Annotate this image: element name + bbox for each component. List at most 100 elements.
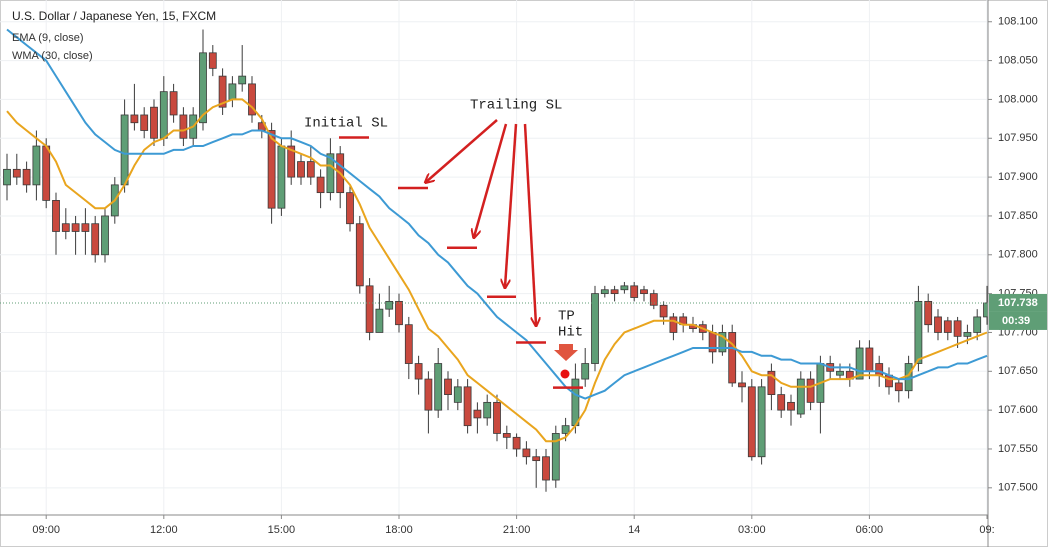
candle-body [316,176,325,194]
candle-body [836,370,844,376]
candle-body [463,386,472,427]
candle-body [532,456,541,462]
candle-body [277,145,286,209]
candle-body [630,285,639,298]
annotation: Initial SL [304,116,388,132]
candle-body [669,316,678,333]
tp-dot [560,369,570,379]
candle-body [561,425,570,434]
candle-body [238,75,247,85]
candle-body [12,168,21,178]
arrow [505,123,518,287]
candle-body [640,289,648,295]
candle-body [649,293,658,306]
candle-body [179,114,188,139]
candle-body [61,223,70,232]
y-tick-label: 108.050 [998,54,1038,66]
candle-body [414,363,423,380]
candle-body [287,145,296,178]
candle-body [159,91,168,139]
trailing-arrows [426,119,536,325]
countdown-box [989,311,1047,330]
x-tick-label: 03:00 [738,524,766,536]
annotation: TP [558,309,575,325]
candle-body [32,145,41,186]
annotation: Trailing SL [470,98,562,114]
candle-body [473,409,482,419]
y-tick-label: 107.500 [998,482,1038,494]
candle-body [522,448,531,458]
candle-body [600,289,609,295]
y-tick-label: 108.100 [998,16,1038,28]
candle-body [620,285,629,291]
candle-body [747,386,756,458]
x-tick-label: 09: [979,524,994,536]
candle-body [130,114,139,124]
arrow [426,119,498,182]
candle-body [42,145,51,201]
candle-body [796,378,805,415]
candle-body [169,91,178,116]
y-tick-label: 107.800 [998,249,1038,261]
x-tick-label: 06:00 [856,524,884,536]
candle-body [81,223,90,232]
candle-body [502,433,511,438]
price-label: 107.738 [998,297,1038,309]
y-tick-label: 107.900 [998,171,1038,183]
candle-body [101,215,109,256]
price-box [989,293,1047,312]
ma-line [6,28,988,400]
countdown-label: 00:39 [1002,315,1030,327]
candle-body [22,168,31,186]
candle-body [894,382,903,392]
candle-body [453,386,462,403]
candle-body [542,456,550,481]
x-tick-label: 12:00 [150,524,178,536]
candle-body [875,363,884,376]
x-tick-label: 15:00 [268,524,296,536]
candle-body [346,192,354,225]
candle-body [306,161,315,178]
candle-body [228,83,237,100]
candle-body [199,52,207,124]
candle-body [787,401,795,411]
candle-body [806,378,815,403]
chart-title: U.S. Dollar / Japanese Yen, 15, FXCM [12,9,216,23]
arrow [523,123,536,325]
candle-body [326,153,335,194]
tp-arrow [554,344,578,361]
candle-body [728,332,737,384]
candle-body [953,320,962,337]
candle-body [924,300,933,326]
candle-body [571,378,580,427]
candle-body [208,52,217,69]
candle-body [355,223,364,287]
ma-line [6,98,988,443]
candle-body [610,289,619,295]
candle-body [512,436,521,450]
y-tick-label: 107.950 [998,132,1038,144]
candle-body [591,293,599,364]
candle-body [248,83,256,116]
candle-body [434,363,443,411]
y-tick-label: 107.600 [998,404,1038,416]
candle-body [551,433,560,481]
arrow [474,123,508,237]
x-tick-label: 21:00 [503,524,531,536]
candle-body [973,316,982,333]
candle-body [581,363,590,380]
candle-body [659,304,668,318]
y-tick-label: 108.000 [998,93,1038,105]
candle-body [218,75,227,108]
y-tick-label: 107.550 [998,443,1038,455]
candle-body [767,370,776,396]
candle-body [865,347,874,372]
candle-body [140,114,149,131]
candle-body [943,320,952,333]
candle-body [738,382,746,388]
candle-body [404,324,413,364]
candle-body [375,308,384,333]
candle-body [914,300,923,364]
candle-body [385,300,394,310]
